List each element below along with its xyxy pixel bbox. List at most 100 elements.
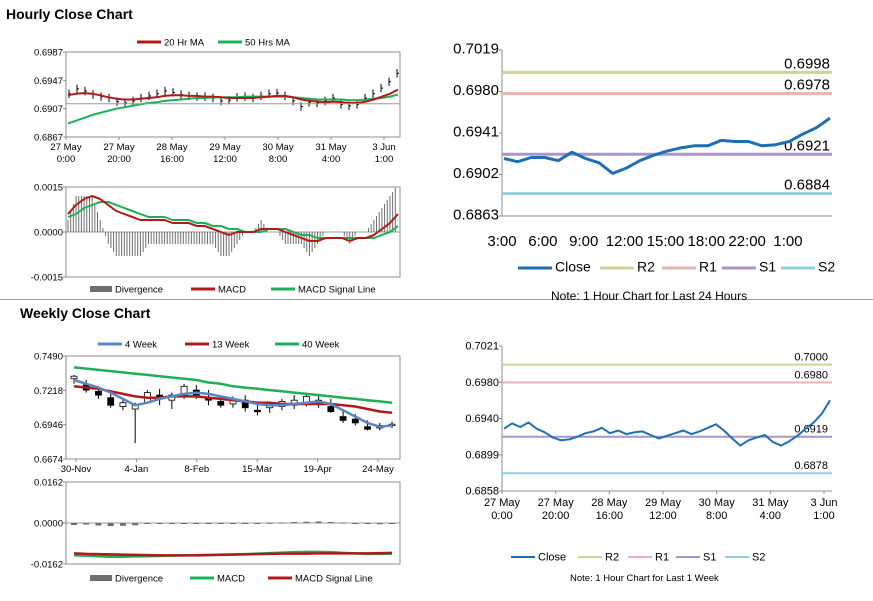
weekly-levels-x-tick-label: 1:00 bbox=[813, 510, 834, 522]
hourly-ma-y-tick-label: 0.6867 bbox=[34, 133, 63, 144]
hourly-macd-y-tick-label: 0.0015 bbox=[34, 183, 63, 194]
hourly-24h-y-tick-label: 0.6863 bbox=[453, 207, 499, 224]
weekly-divergence-bar bbox=[107, 523, 114, 527]
hourly-ma-x-tick-label: 28 May bbox=[156, 142, 187, 153]
series-weekly-close-line bbox=[503, 399, 831, 447]
hourly-24h-s2-legend-label: S2 bbox=[818, 259, 835, 275]
weekly-levels-x-tick-label: 3 Jun bbox=[811, 497, 838, 509]
hourly-24h-x-tick-label: 6:00 bbox=[528, 233, 557, 250]
series-13-week-line bbox=[73, 385, 393, 415]
weekly-candle-body bbox=[351, 418, 359, 424]
weekly-divergence-bar bbox=[340, 522, 347, 524]
series-40-week-line bbox=[73, 366, 393, 404]
hourly-24h-y-tick-label: 0.7019 bbox=[453, 41, 499, 58]
weekly-divergence-bar bbox=[71, 523, 77, 526]
hourly-macd-y-tick-label: -0.0015 bbox=[31, 273, 63, 284]
weekly-levels-y-tick-label: 0.7021 bbox=[465, 341, 499, 353]
series-hourly-macd-line bbox=[67, 195, 399, 242]
hourly-ma-x-tick-label: 0:00 bbox=[57, 154, 76, 165]
weekly-ma-x-tick-label: 24-May bbox=[362, 464, 394, 475]
weekly-levels-x-tick-label: 4:00 bbox=[760, 510, 781, 522]
weekly-levels-r1-legend-label: R1 bbox=[655, 552, 669, 564]
hourly-24h-y-tick-label: 0.6980 bbox=[453, 82, 499, 99]
weekly-levels-x-tick-label: 31 May bbox=[752, 497, 789, 509]
hourly-divergence-legend-label: Divergence bbox=[115, 285, 163, 296]
weekly-macd-y-tick-label: -0.0162 bbox=[31, 560, 63, 571]
level-s1-label: 0.6921 bbox=[784, 137, 830, 154]
weekly-levels-r2-legend-label: R2 bbox=[605, 552, 619, 564]
weekly-levels-close-legend-label: Close bbox=[538, 552, 566, 564]
weekly-levels-y-tick-label: 0.6899 bbox=[465, 449, 499, 461]
hourly-ma-x-tick-label: 29 May bbox=[209, 142, 240, 153]
weekly-divergence-bar bbox=[254, 523, 261, 524]
series-20hr-ma-line bbox=[67, 88, 399, 104]
weekly-divergence-bar bbox=[144, 523, 151, 525]
weekly-levels-x-tick-label: 8:00 bbox=[706, 510, 727, 522]
level-s2-label: 0.6884 bbox=[784, 177, 830, 194]
level-r2-label: 0.6998 bbox=[784, 55, 830, 72]
weekly-divergence-bar bbox=[389, 523, 395, 525]
weekly-candle-body bbox=[70, 375, 78, 380]
hourly-ma-y-tick-label: 0.6987 bbox=[34, 48, 63, 59]
hourly-ma-y-tick-label: 0.6947 bbox=[34, 76, 63, 87]
weekly-divergence-legend-label: Divergence bbox=[115, 574, 163, 585]
weekly-levels-x-tick-label: 30 May bbox=[699, 497, 736, 509]
hourly-24h-x-tick-label: 9:00 bbox=[569, 233, 598, 250]
weekly-ma-x-tick-label: 15-Mar bbox=[242, 464, 272, 475]
weekly-level-s1-label: 0.6919 bbox=[794, 424, 828, 436]
hourly-24h-s1-legend-label: S1 bbox=[759, 259, 776, 275]
hourly-24h-r2-legend-label: R2 bbox=[637, 259, 655, 275]
hourly-macd-y-tick-label: 0.0000 bbox=[34, 228, 63, 239]
weekly-divergence-bar bbox=[242, 523, 249, 524]
weekly-levels-x-tick-label: 0:00 bbox=[491, 510, 512, 522]
weekly-section-title: Weekly Close Chart bbox=[20, 305, 151, 321]
weekly-ma-y-tick-label: 0.6674 bbox=[34, 455, 63, 466]
weekly-levels-y-tick-label: 0.6858 bbox=[465, 486, 499, 498]
level-r1-label: 0.6978 bbox=[784, 77, 830, 94]
weekly-candle-body bbox=[327, 406, 335, 412]
weekly-divergence-bar bbox=[266, 522, 273, 524]
weekly-40wk-legend-label: 40 Week bbox=[302, 340, 340, 351]
weekly-ma-y-tick-label: 0.7218 bbox=[34, 386, 63, 397]
weekly-divergence-bar bbox=[181, 523, 188, 524]
weekly-level-r1-label: 0.6980 bbox=[794, 369, 828, 381]
weekly-divergence-bar bbox=[303, 521, 310, 523]
hourly-ma-x-tick-label: 4:00 bbox=[322, 154, 341, 165]
hourly-24h-x-tick-label: 15:00 bbox=[647, 233, 685, 250]
weekly-divergence-bar bbox=[315, 521, 322, 523]
weekly-levels-s2-legend-label: S2 bbox=[752, 552, 765, 564]
hourly-ma-plot-area bbox=[65, 51, 401, 138]
weekly-divergence-bar bbox=[132, 523, 139, 526]
weekly-level-s2-label: 0.6878 bbox=[794, 460, 828, 472]
series-close-24h-line bbox=[503, 116, 831, 175]
weekly-candle-body bbox=[217, 401, 225, 406]
hourly-ma-x-tick-label: 12:00 bbox=[213, 154, 237, 165]
weekly-macd-y-tick-label: 0.0000 bbox=[34, 519, 63, 530]
weekly-candle-body bbox=[254, 409, 261, 413]
weekly-levels-x-tick-label: 29 May bbox=[645, 497, 682, 509]
weekly-ma-y-tick-label: 0.6946 bbox=[34, 420, 63, 431]
weekly-levels-x-tick-label: 28 May bbox=[591, 497, 628, 509]
hourly-ma-x-tick-label: 31 May bbox=[315, 142, 346, 153]
weekly-levels-x-tick-label: 27 May bbox=[484, 497, 521, 509]
weekly-candle-body bbox=[339, 416, 347, 421]
hourly-24h-y-tick-label: 0.6902 bbox=[453, 165, 499, 182]
weekly-ma-plot-area bbox=[65, 355, 401, 460]
weekly-candle-body bbox=[119, 402, 127, 407]
weekly-divergence-bar bbox=[119, 523, 126, 526]
weekly-divergence-bar bbox=[352, 523, 359, 524]
hourly-divergence-legend-swatch bbox=[90, 286, 112, 292]
hourly-ma-y-tick-label: 0.6907 bbox=[34, 104, 63, 115]
hourly-ma-50-legend-label: 50 Hrs MA bbox=[245, 38, 291, 49]
hourly-24h-x-tick-label: 3:00 bbox=[487, 233, 516, 250]
weekly-levels-note: Note: 1 Hour Chart for Last 1 Week bbox=[570, 573, 719, 584]
section-divider bbox=[0, 299, 873, 300]
weekly-divergence-bar bbox=[95, 523, 102, 526]
hourly-ma-x-tick-label: 20:00 bbox=[107, 154, 131, 165]
hourly-24h-close-legend-label: Close bbox=[555, 259, 591, 275]
hourly-24h-x-tick-label: 22:00 bbox=[728, 233, 766, 250]
weekly-13wk-legend-label: 13 Week bbox=[212, 340, 250, 351]
weekly-levels-y-tick-label: 0.6940 bbox=[465, 413, 499, 425]
weekly-4wk-legend-label: 4 Week bbox=[125, 340, 157, 351]
